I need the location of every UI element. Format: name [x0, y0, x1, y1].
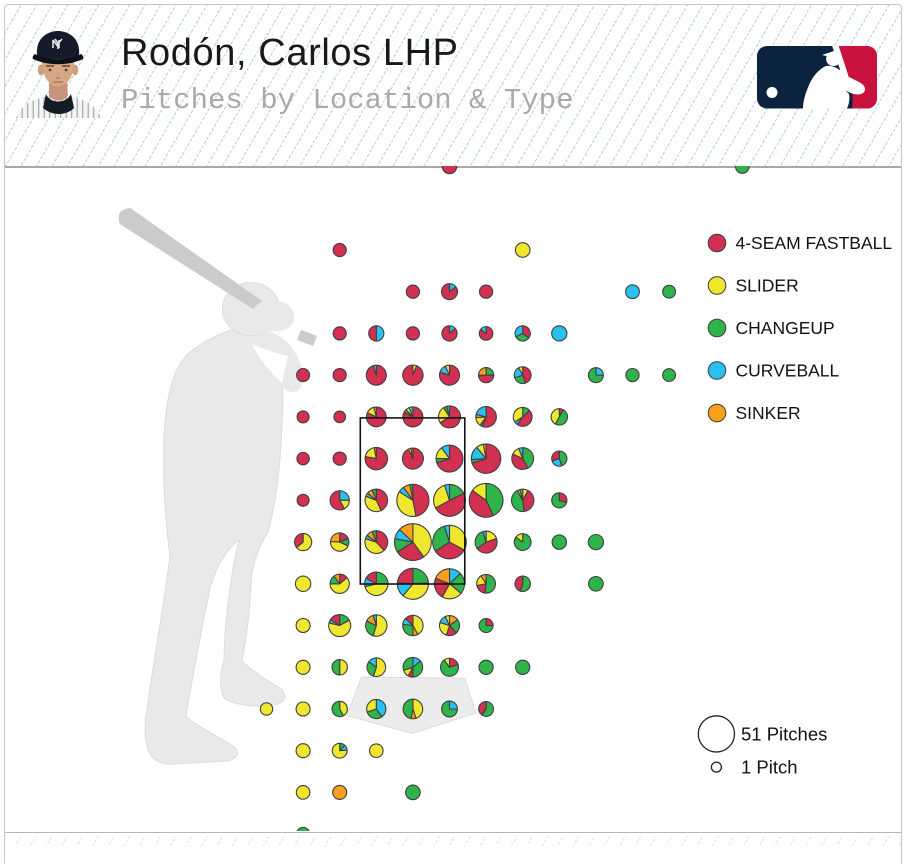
svg-text:51 Pitches: 51 Pitches — [741, 724, 827, 745]
svg-text:4-SEAM FASTBALL: 4-SEAM FASTBALL — [736, 233, 893, 253]
svg-text:CHANGEUP: CHANGEUP — [736, 318, 835, 338]
svg-text:SINKER: SINKER — [736, 403, 801, 423]
svg-text:CURVEBALL: CURVEBALL — [736, 361, 840, 381]
svg-text:SLIDER: SLIDER — [736, 276, 799, 296]
svg-text:1 Pitch: 1 Pitch — [741, 757, 798, 778]
